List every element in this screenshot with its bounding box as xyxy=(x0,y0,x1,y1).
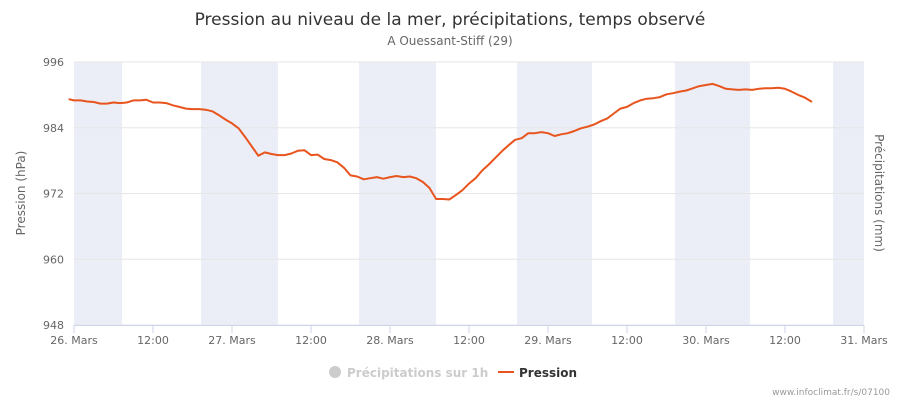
credit-link[interactable]: www.infoclimat.fr/s/07100 xyxy=(772,388,890,398)
x-tick-label: 12:00 xyxy=(137,334,169,347)
x-axis: 26. Mars 12:00 27. Mars 12:00 28. Mars 12:00 2… xyxy=(50,325,888,347)
x-tick-label: 26. Mars xyxy=(50,334,98,347)
pression-line[interactable] xyxy=(68,82,813,201)
y-tick-label: 960 xyxy=(43,253,64,266)
legend: Précipitations sur 1h Pression xyxy=(329,366,577,380)
x-tick-label: 27. Mars xyxy=(208,334,256,347)
legend-precip-marker xyxy=(329,366,341,378)
y-tick-label: 972 xyxy=(43,188,64,201)
x-tick-label: 12:00 xyxy=(611,334,643,347)
x-tick-label: 31. Mars xyxy=(840,334,888,347)
chart-subtitle: A Ouessant-Stiff (29) xyxy=(387,34,512,48)
x-tick-label: 12:00 xyxy=(453,334,485,347)
x-tick-label: 28. Mars xyxy=(366,334,414,347)
legend-precip-label: Précipitations sur 1h xyxy=(347,366,488,380)
x-tick-label: 12:00 xyxy=(769,334,801,347)
y2-axis-title: Précipitations (mm) xyxy=(872,134,886,252)
y-tick-label: 984 xyxy=(43,122,64,135)
y-tick-label: 948 xyxy=(43,319,64,332)
x-tick-label: 12:00 xyxy=(295,334,327,347)
chart-title: Pression au niveau de la mer, précipitat… xyxy=(195,10,706,30)
legend-item-pression[interactable]: Pression xyxy=(498,366,577,380)
y-axis-title: Pression (hPa) xyxy=(14,151,28,236)
y-tick-label: 996 xyxy=(43,56,64,69)
y-axis-ticks: 948 960 972 984 996 xyxy=(43,56,64,332)
legend-item-precipitations[interactable]: Précipitations sur 1h xyxy=(329,366,488,380)
x-tick-label: 29. Mars xyxy=(524,334,572,347)
x-tick-label: 30. Mars xyxy=(682,334,730,347)
series-layer xyxy=(68,82,813,201)
legend-pression-label: Pression xyxy=(519,366,577,380)
